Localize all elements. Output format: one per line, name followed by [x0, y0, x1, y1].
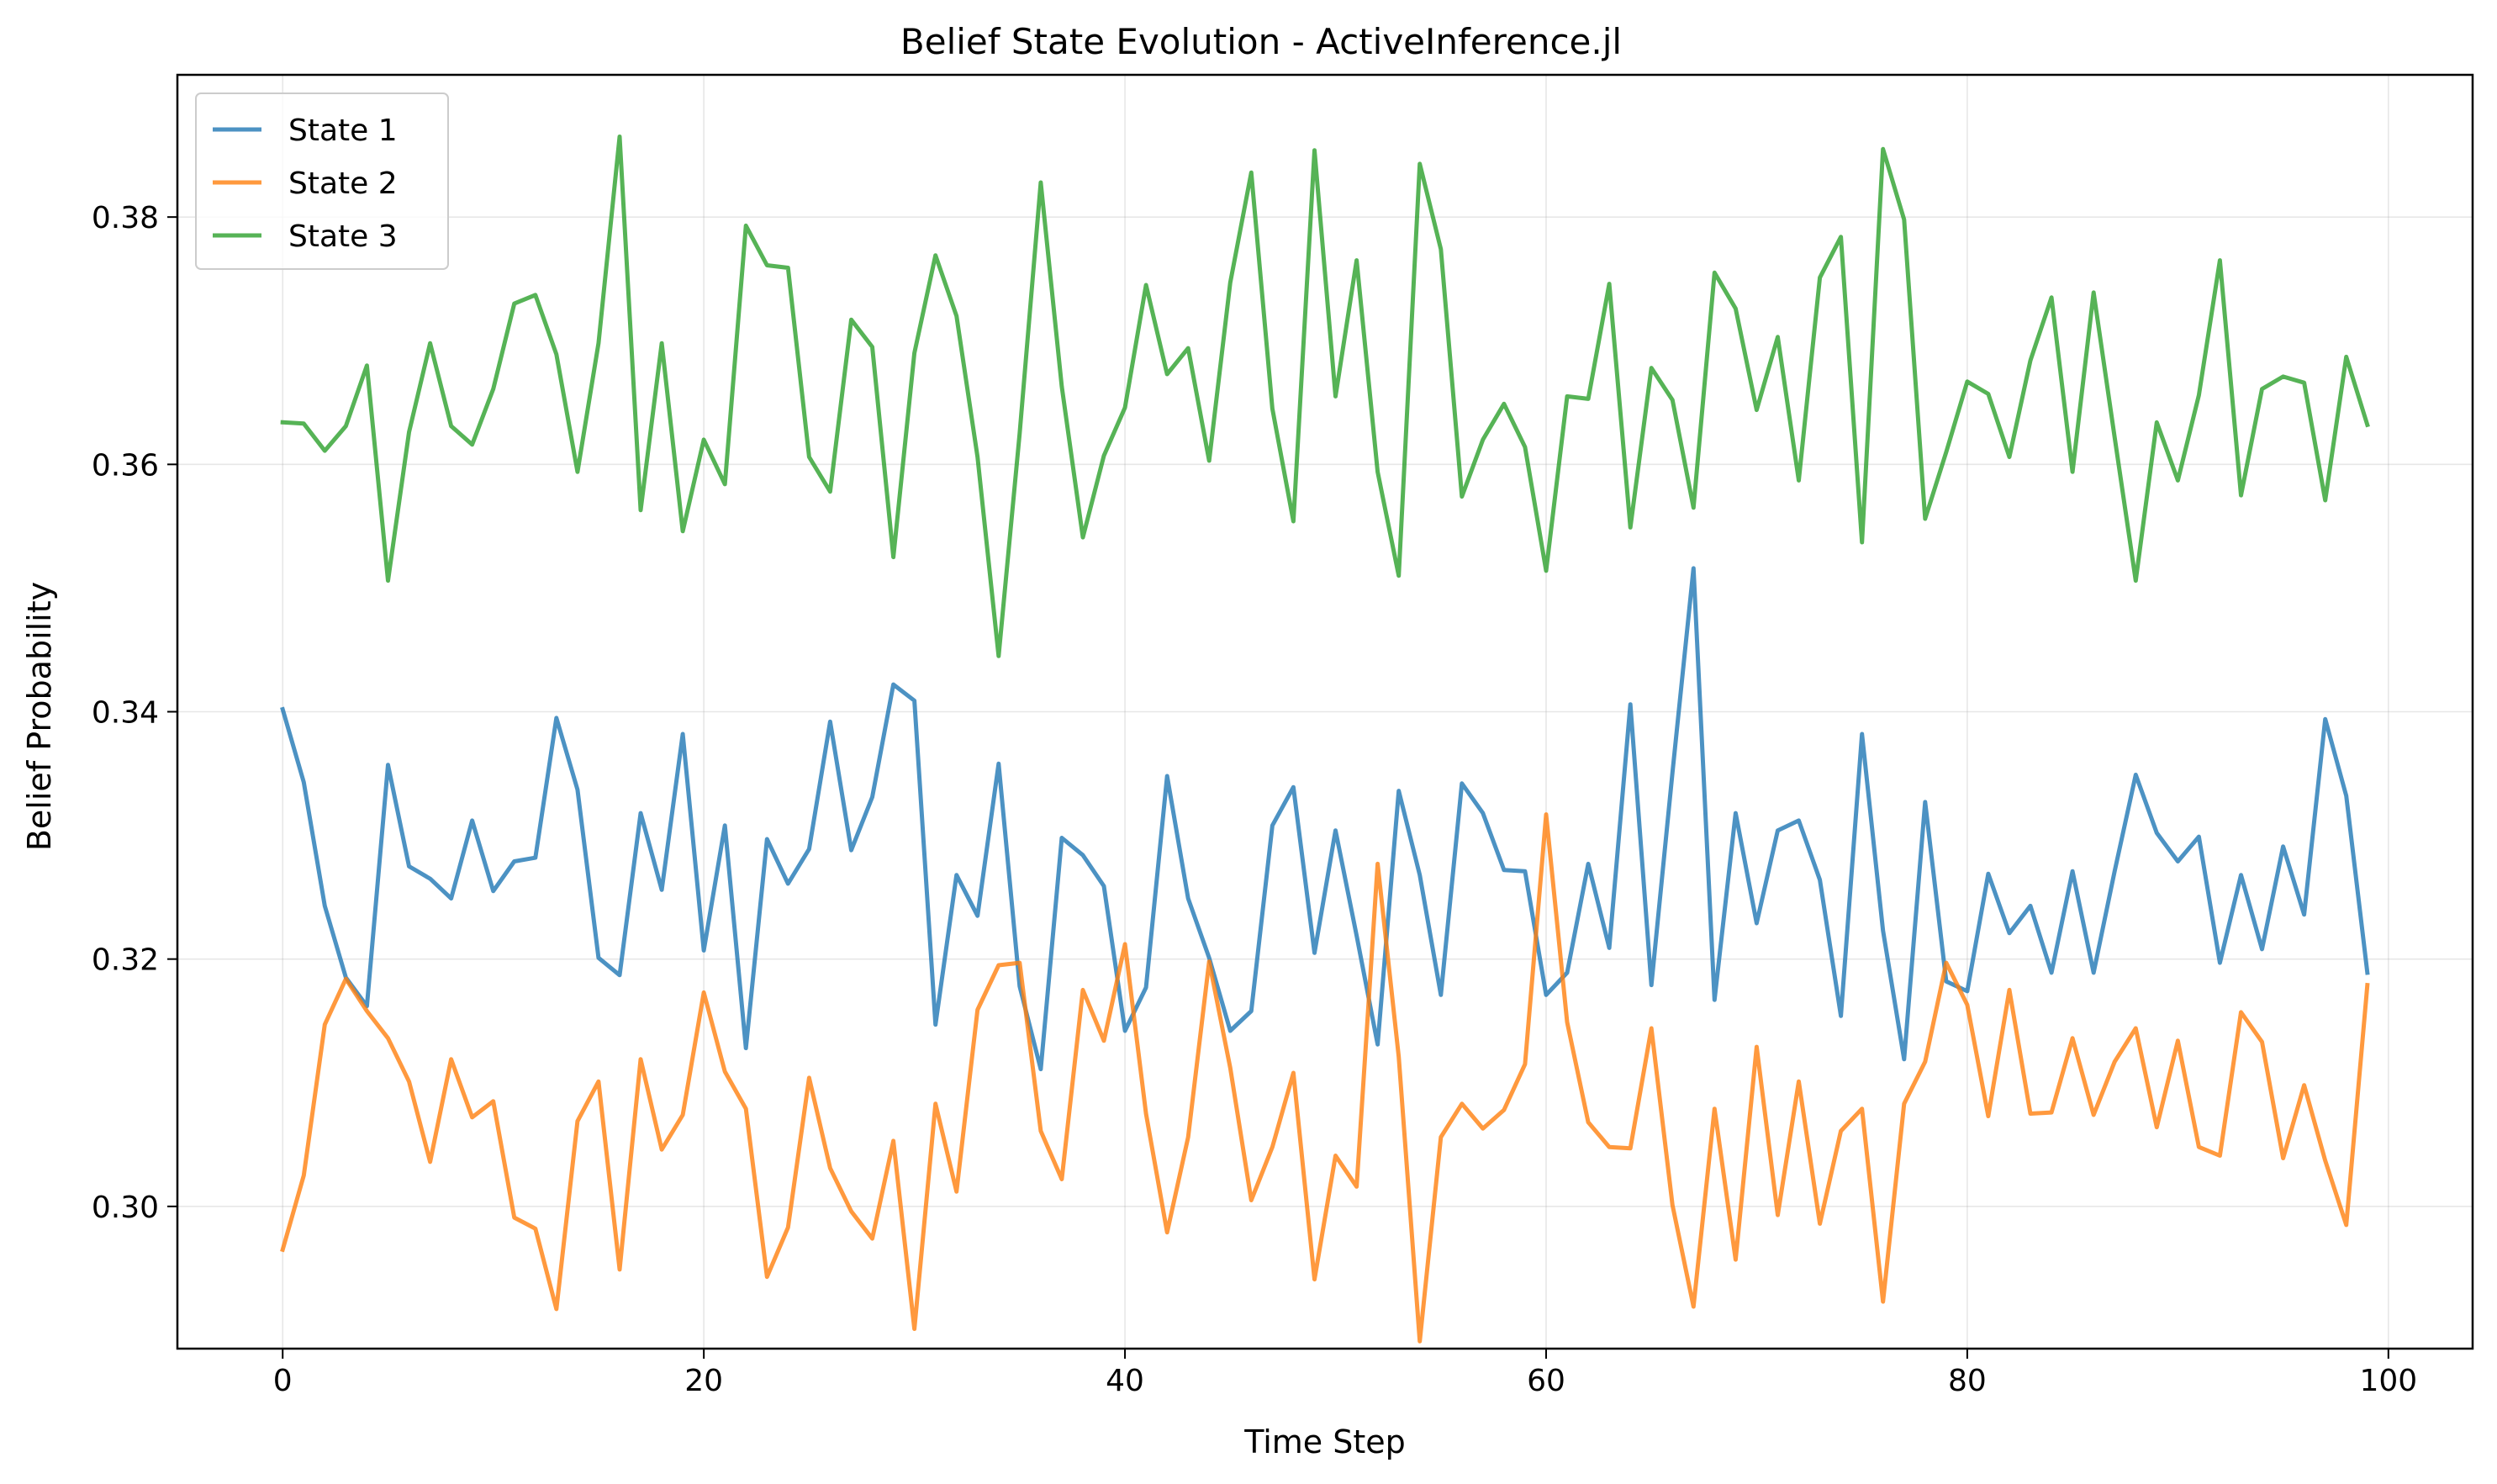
data-series — [280, 135, 2370, 1344]
x-axis-label: Time Step — [1243, 1423, 1406, 1460]
x-tick-label: 100 — [2359, 1364, 2417, 1398]
x-tick-label: 60 — [1527, 1364, 1565, 1398]
x-tick-label: 40 — [1106, 1364, 1144, 1398]
x-tick-label: 0 — [273, 1364, 293, 1398]
legend-label: State 3 — [288, 219, 398, 254]
legend-label: State 2 — [288, 166, 398, 201]
y-tick-label: 0.36 — [92, 448, 159, 483]
series-line-state-2 — [280, 812, 2370, 1344]
y-tick-label: 0.30 — [92, 1191, 159, 1225]
chart-title: Belief State Evolution - ActiveInference… — [900, 21, 1622, 62]
plot-area-frame — [176, 73, 2474, 1350]
x-tick-label: 80 — [1948, 1364, 1987, 1398]
series-line-state-3 — [280, 135, 2370, 658]
axis-ticks: 0 20 40 60 80 100 0.30 0.32 0.34 0.36 0.38 — [92, 201, 2417, 1398]
legend-box — [195, 92, 449, 270]
legend-label: State 1 — [288, 114, 398, 148]
y-tick-label: 0.32 — [92, 943, 159, 978]
legend: State 1 State 2 State 3 — [195, 92, 449, 270]
x-tick-label: 20 — [684, 1364, 723, 1398]
grid-lines — [177, 75, 2473, 1349]
y-tick-label: 0.34 — [92, 696, 159, 731]
y-tick-label: 0.38 — [92, 201, 159, 235]
series-line-state-1 — [280, 566, 2370, 1072]
y-axis-label: Belief Probability — [21, 582, 58, 851]
